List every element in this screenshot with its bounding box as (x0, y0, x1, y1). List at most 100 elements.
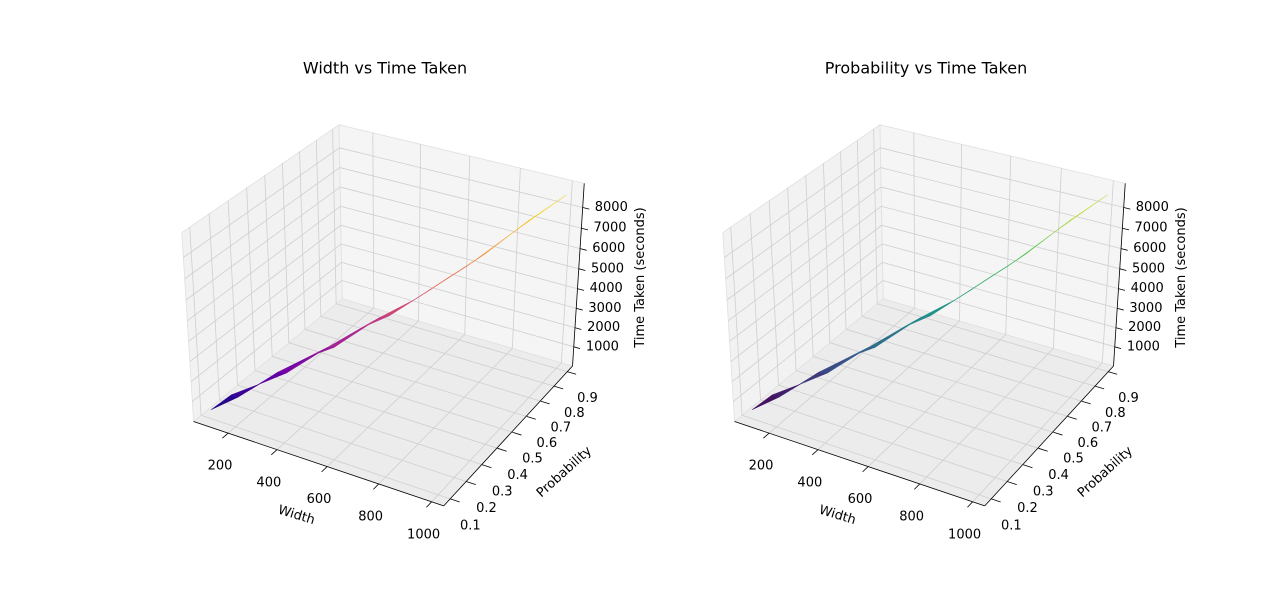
tick-mark (581, 227, 589, 231)
grid-line (822, 162, 831, 343)
grid-line (778, 384, 1024, 466)
grid-line (560, 180, 573, 363)
y-tick-label: 0.9 (577, 391, 598, 406)
grid-line (339, 147, 583, 208)
tick-mark (573, 346, 581, 349)
grid-line (219, 399, 467, 483)
grid-line (881, 224, 1119, 290)
tick-mark (1095, 385, 1105, 390)
tick-mark (222, 432, 229, 439)
grid-line (1101, 180, 1114, 363)
grid-line (186, 205, 341, 322)
tick-mark (1108, 371, 1118, 375)
tick-mark (582, 207, 590, 210)
z-tick-label: 4000 (1131, 281, 1164, 296)
tick-mark (1115, 327, 1123, 330)
tick-mark (1119, 268, 1127, 271)
z-tick-label: 6000 (1133, 241, 1166, 256)
tick-mark (1053, 431, 1063, 436)
surface-face (929, 288, 973, 317)
grid-line (880, 147, 1124, 208)
x-tick-label: 1000 (948, 527, 981, 542)
x-tick-label: 600 (848, 492, 873, 507)
z-tick-label: 3000 (588, 301, 621, 316)
y-axis-label: Probability (1075, 443, 1136, 500)
y-tick-label: 0.2 (476, 501, 497, 516)
z-tick-label: 5000 (591, 261, 624, 276)
grid-line (882, 243, 1118, 309)
grid-line (817, 320, 960, 451)
tick-mark (1038, 447, 1048, 452)
z-tick-label: 3000 (1129, 301, 1162, 316)
z-tick-label: 1000 (1127, 339, 1160, 354)
surface-face (326, 327, 362, 348)
grid-line (246, 187, 256, 371)
surface-face (867, 327, 903, 348)
z-tick-label: 2000 (587, 320, 620, 335)
grid-line (730, 227, 743, 416)
y-tick-label: 0.3 (1033, 484, 1054, 499)
grid-line (805, 174, 814, 357)
y-tick-label: 0.8 (564, 406, 585, 421)
y-tick-label: 0.6 (1077, 436, 1098, 451)
surface-face (431, 265, 468, 290)
grid-line (881, 186, 1122, 250)
grid-line (372, 132, 375, 309)
tick-mark (270, 449, 278, 456)
x-axis-line (193, 421, 444, 507)
grid-line (913, 132, 916, 309)
tick-mark (1023, 464, 1033, 469)
z-axis-line (572, 183, 585, 367)
grid-line (227, 307, 375, 434)
grid-line (760, 399, 1008, 483)
z-tick-label: 5000 (1132, 261, 1165, 276)
z-tick-label: 6000 (592, 241, 625, 256)
grid-line (749, 213, 761, 401)
grid-line (729, 224, 883, 342)
tick-mark (1122, 227, 1130, 231)
tick-mark (426, 501, 432, 508)
surface-face (972, 265, 1009, 290)
tick-mark (1114, 346, 1122, 349)
subplot-title: Width vs Time Taken (303, 59, 467, 78)
subplot-title: Probability vs Time Taken (825, 59, 1027, 78)
tick-mark (1081, 400, 1091, 405)
tick-mark (373, 483, 379, 490)
tick-mark (914, 483, 920, 490)
z-tick-label: 8000 (595, 200, 628, 215)
grid-line (881, 205, 1121, 270)
grid-line (856, 139, 863, 317)
grid-line (724, 147, 881, 258)
tick-mark (967, 501, 973, 508)
grid-line (332, 129, 337, 304)
grid-line (768, 307, 916, 434)
tick-mark (574, 327, 582, 330)
grid-line (813, 356, 1054, 433)
y-tick-label: 0.2 (1017, 501, 1038, 516)
tick-mark (450, 498, 460, 503)
z-tick-label: 7000 (593, 221, 626, 236)
x-axis-line (734, 421, 985, 507)
grid-line (237, 384, 483, 466)
grid-line (315, 139, 322, 317)
grid-line (189, 227, 202, 416)
grid-line (281, 162, 290, 343)
grid-line (340, 224, 578, 290)
tick-mark (1067, 416, 1077, 420)
x-tick-label: 200 (208, 459, 233, 474)
y-tick-label: 0.3 (492, 484, 513, 499)
x-tick-label: 200 (749, 459, 774, 474)
y-tick-label: 0.6 (536, 436, 557, 451)
tick-mark (862, 466, 869, 473)
grid-line (378, 348, 513, 485)
grid-line (190, 262, 342, 383)
grid-line (254, 370, 498, 449)
grid-line (511, 167, 521, 349)
grid-line (341, 261, 576, 329)
grid-line (276, 320, 419, 451)
tick-mark (466, 481, 476, 486)
tick-mark (578, 268, 586, 271)
tick-mark (577, 288, 585, 291)
grid-line (326, 334, 466, 468)
